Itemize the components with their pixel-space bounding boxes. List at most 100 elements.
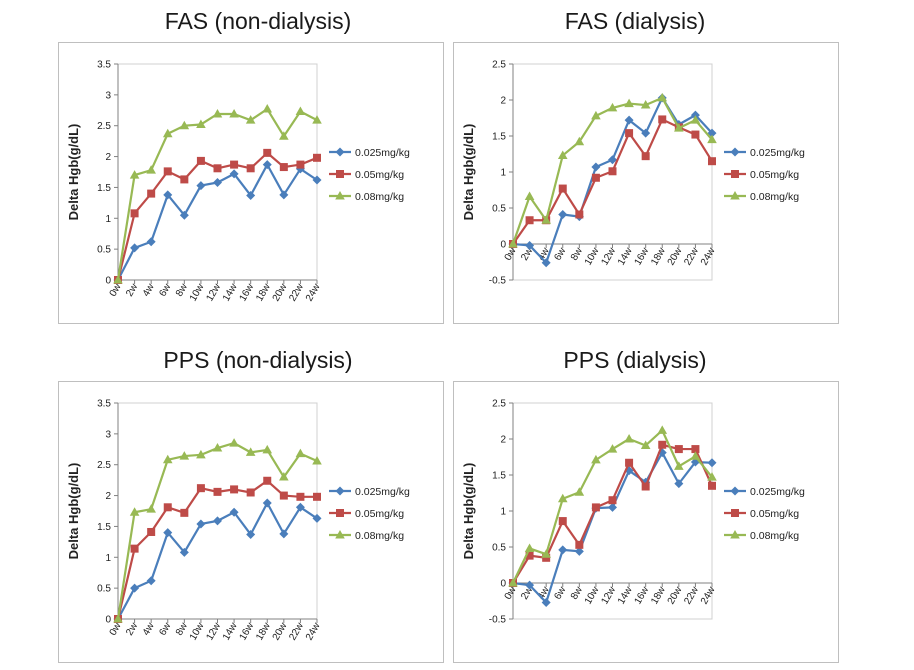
- data-point: [674, 123, 684, 132]
- legend-item: 0.08mg/kg: [724, 530, 799, 542]
- legend-label: 0.05mg/kg: [355, 169, 404, 181]
- data-point: [557, 150, 568, 159]
- data-point: [624, 434, 634, 443]
- data-point: [163, 167, 172, 176]
- data-point: [707, 472, 717, 481]
- series-0.08mg/kg: [113, 104, 322, 284]
- legend-label: 0.025mg/kg: [355, 486, 410, 498]
- data-point: [279, 131, 289, 140]
- y-tick-label: 2: [500, 96, 506, 107]
- y-tick-label: 0.5: [97, 245, 111, 256]
- y-tick-label: 0.5: [492, 204, 506, 215]
- y-tick-label: -0.5: [489, 615, 507, 626]
- y-tick-label: 3: [105, 90, 111, 101]
- data-point: [279, 529, 289, 539]
- y-tick-label: 1.5: [97, 183, 111, 194]
- data-point: [179, 120, 190, 130]
- data-point: [524, 543, 535, 552]
- data-point: [674, 445, 683, 454]
- data-point: [279, 472, 289, 481]
- data-point: [657, 92, 668, 102]
- data-point: [245, 115, 256, 124]
- data-point: [262, 498, 272, 508]
- y-tick-label: 1: [105, 214, 111, 225]
- chart-frame: [58, 42, 444, 324]
- data-point: [212, 108, 223, 118]
- data-point: [508, 578, 518, 587]
- legend-label: 0.05mg/kg: [355, 508, 404, 520]
- legend-item: 0.025mg/kg: [724, 486, 805, 498]
- data-point: [524, 191, 535, 200]
- y-tick-label: 3.5: [97, 399, 111, 410]
- data-point: [707, 458, 717, 468]
- data-point: [147, 527, 156, 536]
- data-point: [625, 129, 634, 138]
- data-point: [591, 503, 600, 512]
- series-0.05mg/kg: [114, 476, 321, 623]
- data-point: [263, 476, 272, 485]
- data-point: [113, 614, 123, 623]
- data-point: [591, 162, 601, 172]
- legend-marker: [335, 191, 345, 200]
- data-point: [525, 216, 534, 225]
- legend-label: 0.025mg/kg: [750, 486, 805, 498]
- legend-item: 0.08mg/kg: [329, 530, 404, 542]
- data-point: [607, 102, 618, 112]
- data-point: [129, 507, 140, 516]
- data-point: [212, 443, 223, 452]
- y-tick-label: 2.5: [492, 399, 506, 410]
- chart-title-fas-dialysis: FAS (dialysis): [564, 8, 706, 34]
- data-point: [196, 181, 206, 191]
- data-point: [246, 529, 256, 539]
- data-point: [541, 597, 551, 607]
- data-point: [295, 502, 305, 512]
- data-point: [608, 496, 617, 505]
- y-tick-label: 2: [500, 435, 506, 446]
- y-tick-label: 0: [500, 240, 506, 251]
- y-tick-label: 0: [500, 579, 506, 590]
- data-point: [130, 243, 140, 253]
- data-point: [691, 130, 700, 139]
- legend-marker: [730, 191, 740, 200]
- chart-frame: [453, 42, 839, 324]
- chart-pps-dialysis: -0.500.511.522.50w 2w 4w 6w 8w10w12w14w16w18…: [453, 381, 839, 663]
- data-point: [196, 119, 206, 128]
- legend-label: 0.025mg/kg: [355, 147, 410, 159]
- data-point: [525, 551, 534, 560]
- legend-marker: [730, 530, 740, 539]
- data-point: [245, 447, 256, 456]
- data-point: [262, 160, 272, 170]
- data-point: [608, 502, 617, 512]
- data-point: [130, 583, 140, 593]
- y-axis-title: Delta Hgb(g/dL): [66, 124, 81, 221]
- data-point: [130, 544, 139, 553]
- legend-marker: [335, 147, 345, 157]
- data-point: [180, 508, 189, 517]
- data-point: [657, 448, 667, 458]
- data-point: [624, 115, 634, 125]
- data-point: [608, 155, 617, 165]
- legend-marker: [336, 509, 344, 517]
- data-point: [196, 519, 206, 529]
- data-point: [229, 108, 239, 118]
- y-tick-label: -0.5: [489, 276, 507, 287]
- series-0.025mg/kg: [113, 498, 322, 624]
- data-point: [146, 237, 156, 247]
- data-point: [312, 115, 322, 124]
- legend-label: 0.08mg/kg: [355, 530, 404, 542]
- data-point: [229, 507, 239, 517]
- data-point: [525, 240, 535, 250]
- legend-item: 0.05mg/kg: [329, 169, 404, 181]
- data-point: [230, 485, 239, 494]
- y-axis-title: Delta Hgb(g/dL): [461, 463, 476, 560]
- data-point: [246, 164, 255, 173]
- data-point: [179, 451, 190, 460]
- legend-item: 0.025mg/kg: [724, 147, 805, 159]
- data-point: [113, 275, 123, 284]
- chart-frame: [58, 381, 444, 663]
- data-point: [147, 189, 156, 198]
- chart-pps-non-dialysis: 00.511.522.533.50w 2w 4w 6w 8w10w12w14w16w18…: [58, 381, 444, 663]
- data-point: [542, 553, 551, 562]
- data-point: [296, 492, 305, 501]
- data-point: [213, 487, 222, 496]
